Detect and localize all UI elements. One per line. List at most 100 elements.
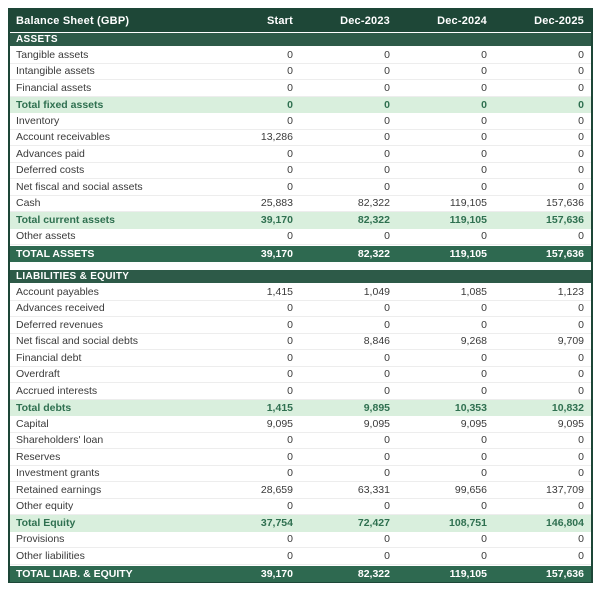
table-row: Advances received 0 0 0 0 [10,300,591,317]
cell-value: 0 [384,351,390,364]
cell-value: 0 [481,450,487,463]
cell-value: 82,322 [357,214,390,227]
cell-value: 10,832 [551,401,584,414]
row-label: Other assets [16,230,76,243]
row-label: Deferred revenues [16,318,103,331]
cell-value: 157,636 [546,248,584,260]
row-label: Account receivables [16,131,110,144]
cell-value: 39,170 [260,214,293,227]
cell-value: 0 [481,549,487,562]
table-row: Other equity 0 0 0 0 [10,498,591,515]
cell-value: 0 [287,318,293,331]
cell-value: 82,322 [357,248,390,260]
row-label: Total fixed assets [16,98,104,111]
table-row: Deferred revenues 0 0 0 0 [10,317,591,334]
cell-value: 0 [578,48,584,61]
cell-value: 0 [578,368,584,381]
cell-value: 0 [481,384,487,397]
table-row: Shareholders' loan 0 0 0 0 [10,432,591,449]
cell-value: 0 [578,351,584,364]
cell-value: 9,095 [460,417,487,430]
cell-value: 0 [578,147,584,160]
cell-value: 0 [578,500,584,513]
table-row: Provisions 0 0 0 0 [10,531,591,548]
cell-value: 119,105 [449,248,487,260]
row-label: Investment grants [16,467,100,480]
cell-value: 0 [384,81,390,94]
cell-value: 0 [287,180,293,193]
cell-value: 0 [578,131,584,144]
cell-value: 0 [481,114,487,127]
table-header-row: Balance Sheet (GBP) Start Dec-2023 Dec-2… [10,10,591,32]
section-header-row: LIABILITIES & EQUITY [10,269,591,284]
section-gap [10,262,591,269]
cell-value: 157,636 [546,214,584,227]
cell-value: 0 [481,147,487,160]
cell-value: 63,331 [357,483,390,496]
row-label: TOTAL LIAB. & EQUITY [16,567,133,580]
cell-value: 0 [578,98,584,111]
table-row: Financial assets 0 0 0 0 [10,80,591,97]
row-label: Cash [16,197,41,210]
row-label: Intangible assets [16,65,95,78]
cell-value: 0 [578,549,584,562]
table-row: Other liabilities 0 0 0 0 [10,548,591,565]
cell-value: 0 [384,180,390,193]
cell-value: 0 [481,230,487,243]
cell-value: 0 [481,500,487,513]
table-row: Accrued interests 0 0 0 0 [10,383,591,400]
table-title: Balance Sheet (GBP) [16,15,130,27]
cell-value: 0 [578,450,584,463]
cell-value: 0 [481,98,487,111]
table-row: Retained earnings 28,659 63,331 99,656 137,7… [10,482,591,499]
row-label: LIABILITIES & EQUITY [16,271,130,282]
table-row: Overdraft 0 0 0 0 [10,366,591,383]
cell-value: 0 [384,131,390,144]
cell-value: 0 [481,48,487,61]
cell-value: 0 [287,351,293,364]
cell-value: 0 [481,434,487,447]
table-row: Account receivables 13,286 0 0 0 [10,129,591,146]
cell-value: 1,415 [266,401,293,414]
cell-value: 0 [384,450,390,463]
cell-value: 0 [481,467,487,480]
cell-value: 8,846 [363,335,390,348]
row-label: Financial debt [16,351,82,364]
cell-value: 1,123 [557,285,584,298]
cell-value: 0 [481,318,487,331]
cell-value: 157,636 [546,197,584,210]
subtotal-row: Total current assets 39,170 82,322 119,105 1… [10,212,591,229]
table-row: Net fiscal and social assets 0 0 0 0 [10,179,591,196]
cell-value: 0 [578,384,584,397]
cell-value: 0 [481,164,487,177]
column-header-start: Start [266,15,293,27]
cell-value: 0 [481,131,487,144]
column-header-dec-2024: Dec-2024 [437,15,487,27]
cell-value: 0 [384,500,390,513]
cell-value: 0 [287,230,293,243]
cell-value: 0 [578,230,584,243]
table-row: Tangible assets 0 0 0 0 [10,47,591,64]
cell-value: 0 [287,384,293,397]
row-label: Financial assets [16,81,92,94]
cell-value: 0 [578,65,584,78]
cell-value: 0 [481,81,487,94]
row-label: Reserves [16,450,61,463]
row-label: Provisions [16,533,65,546]
cell-value: 0 [384,368,390,381]
cell-value: 0 [384,318,390,331]
row-label: Total debts [16,401,72,414]
row-label: Other equity [16,500,74,513]
cell-value: 28,659 [260,483,293,496]
cell-value: 0 [287,368,293,381]
cell-value: 0 [578,467,584,480]
cell-value: 0 [578,533,584,546]
table-row: Investment grants 0 0 0 0 [10,465,591,482]
cell-value: 0 [384,114,390,127]
cell-value: 137,709 [546,483,584,496]
row-label: Overdraft [16,368,60,381]
cell-value: 0 [578,180,584,193]
cell-value: 0 [384,467,390,480]
cell-value: 119,105 [449,567,487,580]
row-label: Total current assets [16,214,116,227]
